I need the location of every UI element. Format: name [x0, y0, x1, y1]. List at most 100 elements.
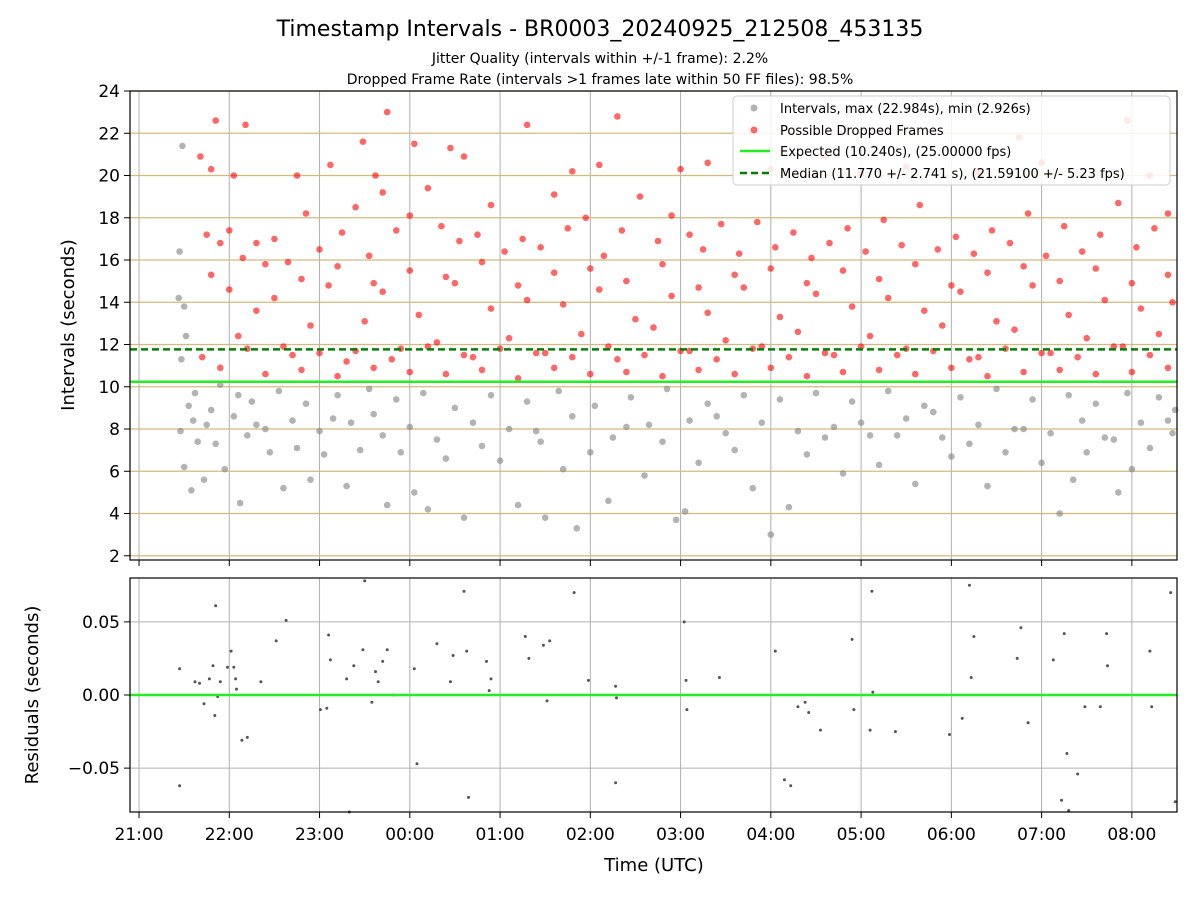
- dropped-frame-point-51: [537, 244, 544, 251]
- dropped-frame-point-15: [197, 153, 204, 160]
- residual-point-2: [193, 680, 197, 684]
- intervals-y-axis-label: Intervals (seconds): [58, 239, 79, 411]
- residuals-y-axis-label: Residuals (seconds): [22, 606, 43, 785]
- residual-point-90: [1060, 798, 1063, 802]
- interval-point-27: [356, 446, 364, 454]
- interval-point-115: [794, 427, 802, 435]
- x-axis-label: Time (UTC): [603, 855, 704, 876]
- interval-point-48: [681, 508, 689, 515]
- residual-point-40: [451, 654, 455, 657]
- dropped-frame-point-209: [695, 284, 702, 291]
- intervals-ytick-label-11: 24: [98, 82, 120, 102]
- dropped-frame-point-180: [912, 370, 919, 378]
- intervals-ytick-label-2: 6: [109, 462, 120, 482]
- dropped-frame-point-43: [406, 212, 414, 219]
- residual-point-66: [807, 711, 811, 714]
- interval-point-109: [686, 417, 693, 424]
- interval-point-61: [912, 480, 919, 488]
- interval-point-120: [884, 387, 892, 395]
- intervals-ytick-label-6: 14: [98, 293, 120, 313]
- dropped-frame-point-162: [587, 370, 594, 378]
- residual-point-42: [465, 649, 469, 653]
- interval-point-121: [902, 415, 910, 422]
- dropped-frame-point-220: [1092, 265, 1100, 272]
- interval-point-128: [1029, 396, 1036, 403]
- dropped-frame-point-48: [487, 201, 495, 209]
- dropped-frame-point-52: [550, 191, 558, 198]
- dropped-frame-point-160: [550, 364, 558, 372]
- residual-point-67: [819, 728, 822, 732]
- dropped-frame-point-83: [1097, 231, 1104, 238]
- dropped-frame-point-173: [785, 353, 793, 361]
- intervals-ytick-label-9: 20: [98, 167, 120, 187]
- interval-point-89: [347, 419, 355, 427]
- dropped-frame-point-64: [754, 218, 761, 226]
- dropped-frame-point-66: [790, 229, 797, 236]
- residual-point-3: [198, 681, 201, 685]
- dropped-frame-point-141: [198, 353, 206, 361]
- dropped-frame-point-133: [1047, 349, 1054, 357]
- interval-point-55: [803, 451, 811, 458]
- xtick-label-7: 04:00: [746, 825, 795, 845]
- dropped-frame-point-144: [262, 370, 269, 378]
- dropped-frame-point-80: [1042, 252, 1050, 260]
- interval-point-133: [1110, 436, 1118, 443]
- dropped-frame-point-193: [1146, 351, 1154, 359]
- legend-label-median: Median (11.770 +/- 2.741 s), (21.59100 +…: [780, 167, 1125, 182]
- interval-point-50: [713, 413, 720, 420]
- dropped-frame-point-196: [226, 286, 233, 293]
- legend-label-dropped: Possible Dropped Frames: [780, 124, 944, 139]
- xtick-label-0: 21:00: [115, 825, 164, 845]
- chart-title: Timestamp Intervals - BR0003_20240925_21…: [276, 17, 924, 42]
- xtick-label-4: 01:00: [476, 825, 525, 845]
- dropped-frame-point-147: [316, 349, 323, 357]
- dropped-frame-point-54: [582, 214, 590, 222]
- residual-point-6: [211, 664, 215, 668]
- chart-subtitle-dropped: Dropped Frame Rate (intervals >1 frames …: [347, 72, 854, 88]
- interval-point-30: [397, 449, 405, 456]
- dropped-frame-point-203: [478, 258, 486, 266]
- interval-point-16: [235, 391, 242, 399]
- interval-point-101: [537, 438, 544, 446]
- residual-point-11: [226, 665, 229, 669]
- dropped-frame-point-32: [239, 254, 247, 262]
- dropped-frame-point-123: [866, 332, 874, 340]
- interval-point-52: [749, 484, 757, 492]
- interval-point-1: [176, 248, 183, 255]
- dropped-frame-point-100: [451, 279, 459, 287]
- dropped-frame-point-72: [898, 241, 905, 249]
- residual-point-28: [361, 648, 365, 652]
- dropped-frame-point-148: [334, 372, 341, 380]
- interval-point-130: [1065, 391, 1072, 399]
- legend-swatch-intervals: [750, 104, 758, 112]
- dropped-frame-point-57: [636, 193, 644, 200]
- interval-point-82: [248, 398, 256, 405]
- interval-point-85: [289, 417, 296, 424]
- dropped-frame-point-88: [235, 332, 242, 340]
- interval-point-11: [194, 438, 201, 446]
- interval-point-126: [993, 385, 1000, 393]
- dropped-frame-point-182: [948, 364, 955, 372]
- interval-point-9: [185, 402, 192, 410]
- dropped-frame-point-65: [772, 244, 779, 251]
- intervals-ytick-label-10: 22: [98, 124, 120, 144]
- dropped-frame-point-138: [1137, 305, 1145, 312]
- dropped-frame-point-165: [641, 351, 648, 359]
- residuals-y-ticks: −0.05 0.00 0.05: [68, 613, 130, 779]
- residual-point-33: [381, 659, 385, 663]
- dropped-frame-point-77: [988, 227, 996, 234]
- dropped-frame-point-109: [614, 356, 621, 363]
- interval-point-53: [767, 531, 775, 538]
- interval-point-75: [1146, 444, 1154, 452]
- dropped-frame-point-207: [623, 277, 630, 285]
- residual-point-89: [1106, 664, 1109, 668]
- dropped-frame-point-61: [699, 246, 707, 253]
- interval-point-106: [627, 394, 635, 401]
- dropped-frame-point-21: [569, 168, 576, 175]
- xtick-label-3: 00:00: [385, 825, 434, 845]
- residual-point-93: [1150, 705, 1154, 709]
- interval-point-44: [623, 423, 630, 431]
- residuals-x-ticks: 21:00 22:00 23:00 00:00 01:00 02:00 03:00 04:00…: [115, 812, 1156, 845]
